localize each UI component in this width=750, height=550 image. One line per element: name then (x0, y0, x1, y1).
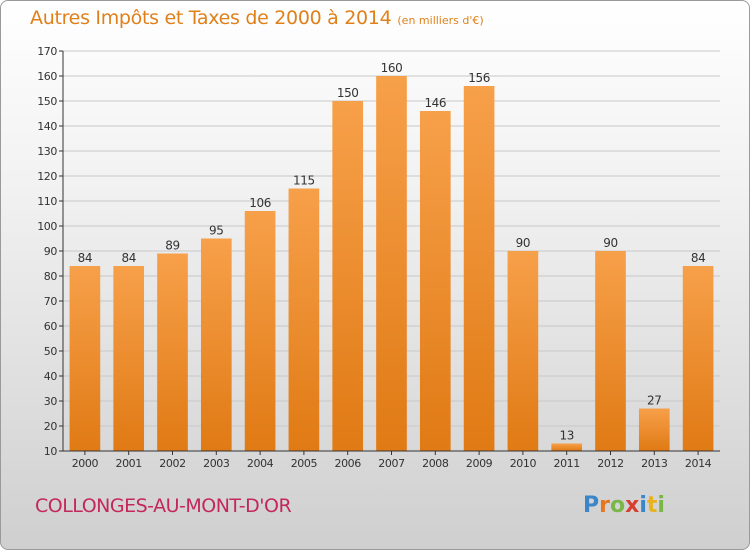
bar-2005 (288, 188, 320, 451)
logo-letter: x (625, 493, 640, 518)
y-tick-label: 150 (37, 95, 57, 108)
logo-letter: i (639, 493, 647, 518)
title-row: Autres Impôts et Taxes de 2000 à 2014 (en… (30, 7, 484, 29)
y-tick-label: 10 (44, 445, 58, 458)
value-label: 27 (647, 394, 661, 408)
value-label: 84 (121, 251, 135, 265)
bar-chart: 84 84 89 95 106 115 150 160 146 156 90 13 90 27 84 10 2… (37, 45, 720, 470)
value-label: 89 (165, 239, 179, 253)
logo-letter: i (657, 493, 665, 518)
bar-2012 (595, 251, 626, 451)
y-tick-label: 50 (44, 345, 58, 358)
x-tick-label: 2008 (422, 457, 449, 470)
bar-2011 (551, 443, 583, 451)
chart-title: Autres Impôts et Taxes de 2000 à 2014 (30, 7, 392, 29)
x-tick-label: 2006 (334, 457, 361, 470)
x-tick-label: 2005 (291, 457, 318, 470)
x-tick-label: 2014 (685, 457, 712, 470)
x-tick-label: 2007 (378, 457, 405, 470)
bar-2007 (376, 76, 407, 451)
y-tick-label: 60 (44, 320, 58, 333)
value-label: 84 (691, 251, 705, 265)
x-tick-label: 2012 (597, 457, 623, 470)
bar-2000 (69, 266, 101, 451)
axes: 10 20 30 40 50 60 70 80 90 100 110 120 130 140 150 160 1… (37, 45, 720, 470)
x-tick-label: 2003 (203, 457, 230, 470)
bar-2006 (332, 101, 364, 451)
value-label: 90 (603, 236, 617, 250)
value-label: 84 (78, 251, 92, 265)
y-tick-label: 30 (44, 395, 58, 408)
logo-letter: o (609, 493, 626, 518)
value-label: 160 (381, 61, 403, 75)
chart-unit: (en milliers d'€) (397, 14, 484, 27)
x-tick-label: 2001 (115, 457, 141, 470)
bar-2013 (638, 408, 670, 451)
value-label: 95 (209, 224, 223, 238)
bar-2002 (157, 253, 188, 451)
bar-2014 (682, 266, 714, 451)
value-label: 90 (516, 236, 530, 250)
bar-2003 (200, 238, 232, 451)
bar-2004 (244, 211, 276, 451)
logo-letter: t (646, 493, 658, 518)
y-tick-label: 100 (37, 220, 57, 233)
value-label: 13 (559, 429, 573, 443)
y-tick-label: 40 (44, 370, 58, 383)
value-label: 156 (468, 71, 490, 85)
x-tick-label: 2009 (466, 457, 493, 470)
y-tick-label: 140 (37, 120, 57, 133)
x-tick-label: 2011 (553, 457, 579, 470)
y-tick-label: 120 (37, 170, 57, 183)
value-label: 150 (337, 86, 359, 100)
y-tick-label: 170 (37, 45, 57, 58)
x-tick-label: 2000 (72, 457, 99, 470)
y-tick-label: 130 (37, 145, 57, 158)
bar-2009 (463, 86, 495, 451)
bars: 84 84 89 95 106 115 150 160 146 156 90 13 90 27 84 (69, 61, 714, 451)
y-tick-label: 80 (44, 270, 58, 283)
city-name: COLLONGES-AU-MONT-D'OR (35, 495, 292, 517)
bar-2001 (113, 266, 145, 451)
value-label: 106 (249, 196, 271, 210)
value-label: 146 (424, 96, 446, 110)
bar-2010 (507, 251, 539, 451)
y-tick-label: 110 (37, 195, 57, 208)
logo-letter: r (599, 493, 610, 518)
y-tick-label: 20 (44, 420, 58, 433)
y-tick-label: 90 (44, 245, 58, 258)
x-tick-label: 2002 (159, 457, 185, 470)
y-tick-label: 70 (44, 295, 58, 308)
logo-letter: P (583, 493, 600, 518)
value-label: 115 (293, 174, 315, 188)
x-tick-label: 2010 (510, 457, 537, 470)
bar-2008 (419, 111, 451, 451)
x-tick-label: 2004 (247, 457, 274, 470)
proxiti-logo[interactable]: Proxiti (583, 493, 665, 518)
x-tick-label: 2013 (641, 457, 668, 470)
y-tick-label: 160 (37, 70, 57, 83)
